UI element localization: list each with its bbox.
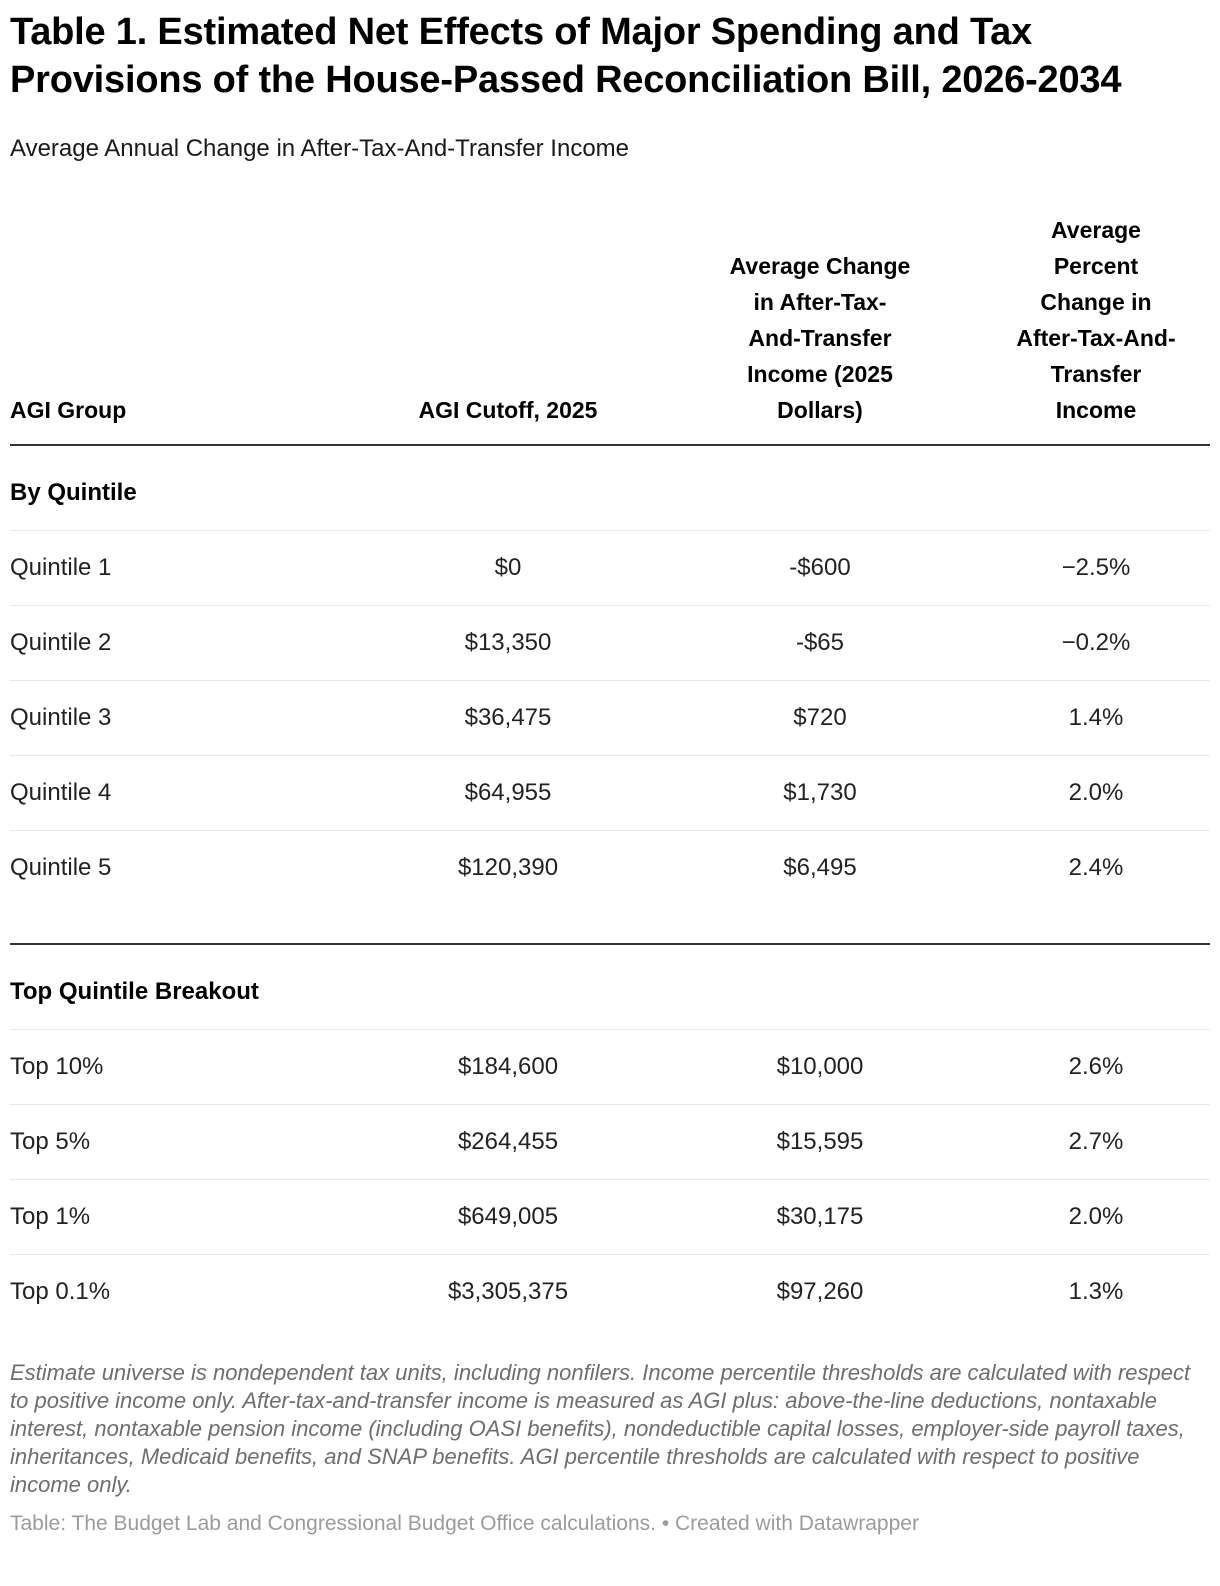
cell-avg-change: -$65 <box>658 605 982 681</box>
cell-agi-cutoff: $649,005 <box>358 1179 658 1255</box>
cell-avg-change: $720 <box>658 680 982 756</box>
cell-agi-group: Quintile 4 <box>10 755 358 831</box>
cell-avg-pct-change: −0.2% <box>982 605 1210 681</box>
table-row: Top 1% $649,005 $30,175 2.0% <box>10 1179 1210 1255</box>
cell-agi-group: Top 1% <box>10 1179 358 1255</box>
cell-agi-cutoff: $3,305,375 <box>447 1278 569 1305</box>
cell-avg-change: $6,495 <box>658 830 982 945</box>
cell-agi-cutoff: $264,455 <box>358 1104 658 1180</box>
table-footnote: Estimate universe is nondependent tax un… <box>10 1360 1191 1497</box>
cell-agi-group: Quintile 3 <box>10 680 358 756</box>
table-row: Quintile 3 $36,475 $720 1.4% <box>10 680 1210 756</box>
page-subtitle: Average Annual Change in After-Tax-And-T… <box>10 135 630 162</box>
section-header-top-quintile-breakout: Top Quintile Breakout <box>10 944 1210 1030</box>
cell-avg-change: $10,000 <box>658 1029 982 1105</box>
cell-agi-group: Quintile 1 <box>10 530 358 606</box>
cell-agi-cutoff: $0 <box>358 530 658 606</box>
cell-avg-change: $1,730 <box>658 755 982 831</box>
cell-avg-pct-change: 2.7% <box>982 1104 1210 1180</box>
section-header-by-quintile: By Quintile <box>10 445 1210 531</box>
data-table: AGI Group AGI Cutoff, 2025 Average Chang… <box>10 212 1210 1329</box>
cell-avg-change: $97,260 <box>776 1278 864 1305</box>
table-row: Quintile 5 $120,390 $6,495 2.4% <box>10 830 1210 945</box>
column-header-agi-group: AGI Group <box>10 212 358 446</box>
table-source-credit: Table: The Budget Lab and Congressional … <box>10 1512 919 1535</box>
cell-agi-cutoff: $36,475 <box>358 680 658 756</box>
cell-agi-group: Top 5% <box>10 1104 358 1180</box>
cell-avg-pct-change: 1.4% <box>982 680 1210 756</box>
cell-avg-change: $30,175 <box>658 1179 982 1255</box>
cell-avg-change: -$600 <box>658 530 982 606</box>
cell-avg-pct-change: 2.6% <box>982 1029 1210 1105</box>
cell-agi-cutoff: $64,955 <box>358 755 658 831</box>
cell-avg-pct-change: 2.4% <box>982 830 1210 945</box>
table-row: Quintile 1 $0 -$600 −2.5% <box>10 530 1210 606</box>
cell-avg-change: $15,595 <box>658 1104 982 1180</box>
section-heading: Top Quintile Breakout <box>10 944 1210 1030</box>
section-heading: By Quintile <box>10 445 1210 531</box>
cell-agi-cutoff: $13,350 <box>358 605 658 681</box>
header-row: AGI Group AGI Cutoff, 2025 Average Chang… <box>10 212 1210 446</box>
table-row: Quintile 4 $64,955 $1,730 2.0% <box>10 755 1210 831</box>
cell-agi-group: Top 0.1% <box>10 1278 111 1305</box>
table-row: Top 5% $264,455 $15,595 2.7% <box>10 1104 1210 1180</box>
cell-avg-pct-change: −2.5% <box>982 530 1210 606</box>
page-title: Table 1. Estimated Net Effects of Major … <box>10 11 1122 101</box>
cell-agi-group: Quintile 2 <box>10 605 358 681</box>
column-header-avg-change: Average Change in After-Tax- And-Transfe… <box>658 212 982 446</box>
table-row: Quintile 2 $13,350 -$65 −0.2% <box>10 605 1210 681</box>
cell-avg-pct-change: 2.0% <box>982 755 1210 831</box>
column-header-agi-cutoff: AGI Cutoff, 2025 <box>358 212 658 446</box>
cell-avg-pct-change: 2.0% <box>982 1179 1210 1255</box>
cell-agi-group: Top 10% <box>10 1029 358 1105</box>
column-header-avg-pct-change: Average Percent Change in After-Tax-And-… <box>982 212 1210 446</box>
table-row: Top 10% $184,600 $10,000 2.6% <box>10 1029 1210 1105</box>
cell-agi-group: Quintile 5 <box>10 830 358 945</box>
cell-agi-cutoff: $120,390 <box>358 830 658 945</box>
cell-avg-pct-change: 1.3% <box>1068 1278 1124 1305</box>
table-row: Top 0.1% $3,305,375 $97,260 1.3% <box>10 1255 1210 1330</box>
cell-agi-cutoff: $184,600 <box>358 1029 658 1105</box>
